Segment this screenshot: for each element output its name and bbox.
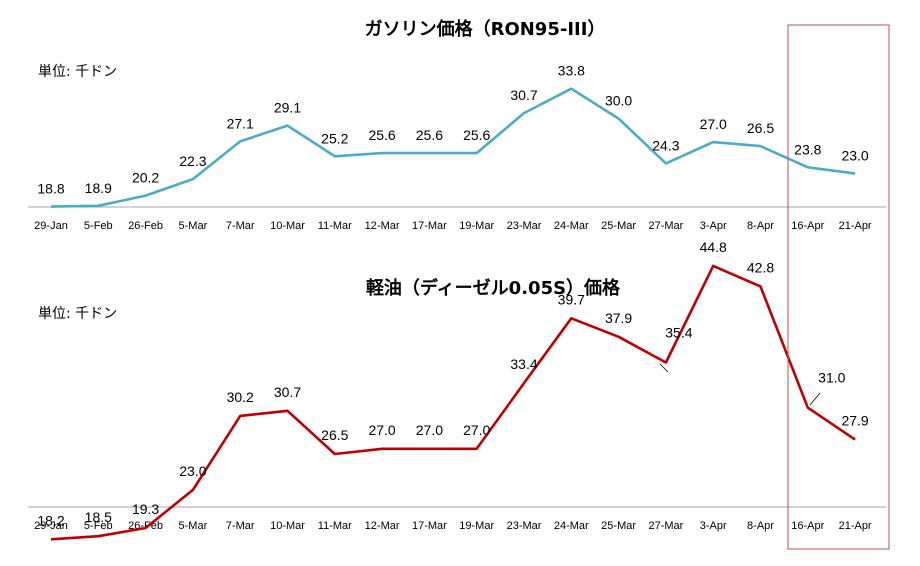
gasoline-data-labels: 18.8 18.9 20.2 22.3 27.1 29.1 25.2 25.6 25.6 25.6… bbox=[37, 63, 869, 197]
data-label: 19.3 bbox=[132, 501, 159, 517]
data-label: 26.5 bbox=[747, 120, 774, 136]
data-label: 27.1 bbox=[227, 115, 254, 131]
x-tick-label: 5-Feb bbox=[84, 220, 113, 232]
x-tick-label: 29-Jan bbox=[34, 520, 68, 532]
data-label: 23.0 bbox=[841, 148, 868, 164]
data-label: 23.0 bbox=[179, 463, 206, 479]
data-label: 25.2 bbox=[321, 130, 348, 146]
data-label: 23.8 bbox=[794, 141, 821, 157]
data-label: 33.8 bbox=[558, 63, 585, 79]
x-tick-label: 7-Mar bbox=[226, 520, 255, 532]
x-tick-label: 11-Mar bbox=[318, 220, 352, 232]
data-label: 27.0 bbox=[463, 422, 490, 438]
data-label: 24.3 bbox=[652, 137, 679, 153]
gasoline-series-line bbox=[50, 87, 856, 208]
gasoline-chart: ガソリン価格（RON95-III） 単位: 千ドン 29-Jan 5-Feb 26-… bbox=[28, 18, 886, 232]
data-label: 18.9 bbox=[85, 180, 112, 196]
diesel-leader-line-27-mar bbox=[659, 363, 669, 373]
data-label: 35.4 bbox=[665, 325, 692, 341]
diesel-x-tick-labels: 29-Jan 5-Feb 26-Feb 5-Mar 7-Mar 10-Mar 11-Mar 1… bbox=[34, 520, 872, 532]
x-tick-label: 17-Mar bbox=[412, 520, 447, 532]
x-tick-label: 17-Mar bbox=[412, 220, 447, 232]
data-label: 33.4 bbox=[510, 356, 537, 372]
x-tick-label: 23-Mar bbox=[507, 520, 542, 532]
data-label: 37.9 bbox=[605, 310, 632, 326]
data-label: 18.2 bbox=[37, 512, 64, 528]
data-label: 25.6 bbox=[416, 127, 443, 143]
x-tick-label: 12-Mar bbox=[365, 520, 400, 532]
data-label: 30.0 bbox=[605, 93, 632, 109]
data-label: 27.0 bbox=[416, 422, 443, 438]
x-tick-label: 12-Mar bbox=[365, 220, 400, 232]
x-tick-label: 29-Jan bbox=[34, 220, 68, 232]
x-tick-label: 27-Mar bbox=[648, 220, 683, 232]
data-label: 42.8 bbox=[747, 259, 774, 275]
x-tick-label: 3-Apr bbox=[700, 220, 727, 232]
gasoline-x-tick-labels: 29-Jan 5-Feb 26-Feb 5-Mar 7-Mar 10-Mar 11-Mar 1… bbox=[34, 220, 872, 232]
data-label: 39.7 bbox=[558, 291, 585, 307]
x-tick-label: 19-Mar bbox=[459, 220, 494, 232]
x-tick-label: 10-Mar bbox=[270, 520, 305, 532]
highlight-box-april bbox=[787, 24, 890, 550]
x-tick-label: 25-Mar bbox=[601, 520, 636, 532]
data-label: 26.5 bbox=[321, 427, 348, 443]
data-label: 20.2 bbox=[132, 170, 159, 186]
x-tick-label: 11-Mar bbox=[318, 520, 352, 532]
data-label: 25.6 bbox=[368, 127, 395, 143]
x-tick-label: 10-Mar bbox=[270, 220, 305, 232]
x-tick-label: 24-Mar bbox=[554, 520, 589, 532]
x-tick-label: 27-Mar bbox=[648, 520, 683, 532]
x-tick-label: 8-Apr bbox=[747, 520, 774, 532]
x-tick-label: 5-Feb bbox=[84, 520, 113, 532]
diesel-chart-title: 軽油（ディーゼル0.05S）価格 bbox=[366, 277, 621, 299]
diesel-leader-line-16-apr bbox=[809, 392, 821, 406]
x-tick-label: 21-Apr bbox=[839, 520, 872, 532]
x-tick-label: 23-Mar bbox=[507, 220, 542, 232]
data-label: 22.3 bbox=[179, 153, 206, 169]
gasoline-chart-title: ガソリン価格（RON95-III） bbox=[365, 18, 606, 40]
data-label: 18.8 bbox=[37, 181, 64, 197]
x-tick-label: 5-Mar bbox=[179, 220, 208, 232]
data-label: 30.2 bbox=[227, 389, 254, 405]
x-tick-label: 19-Mar bbox=[459, 520, 494, 532]
x-tick-label: 16-Apr bbox=[791, 520, 824, 532]
diesel-series-line bbox=[50, 264, 856, 541]
data-label: 30.7 bbox=[510, 87, 537, 103]
data-label: 18.5 bbox=[85, 509, 112, 525]
diesel-data-labels: 18.2 18.5 19.3 23.0 30.2 30.7 26.5 27.0 27.0 27.0… bbox=[37, 239, 869, 528]
x-tick-label: 16-Apr bbox=[791, 220, 824, 232]
data-label: 44.8 bbox=[700, 239, 727, 255]
gasoline-unit-label: 単位: 千ドン bbox=[38, 64, 117, 80]
x-tick-label: 25-Mar bbox=[601, 220, 636, 232]
x-tick-label: 21-Apr bbox=[839, 220, 872, 232]
x-tick-label: 26-Feb bbox=[128, 220, 163, 232]
data-label: 29.1 bbox=[274, 100, 301, 116]
data-label: 27.0 bbox=[700, 116, 727, 132]
x-tick-label: 5-Mar bbox=[179, 520, 208, 532]
x-tick-label: 3-Apr bbox=[700, 520, 727, 532]
data-label: 27.9 bbox=[841, 413, 868, 429]
data-label: 31.0 bbox=[818, 370, 845, 386]
data-label: 25.6 bbox=[463, 127, 490, 143]
x-tick-label: 24-Mar bbox=[554, 220, 589, 232]
diesel-unit-label: 単位: 千ドン bbox=[38, 306, 117, 322]
data-label: 27.0 bbox=[368, 422, 395, 438]
data-label: 30.7 bbox=[274, 384, 301, 400]
diesel-chart: 軽油（ディーゼル0.05S）価格 単位: 千ドン 29-Jan 5-Feb 26-F… bbox=[28, 239, 886, 541]
x-tick-label: 8-Apr bbox=[747, 220, 774, 232]
x-tick-label: 7-Mar bbox=[226, 220, 255, 232]
